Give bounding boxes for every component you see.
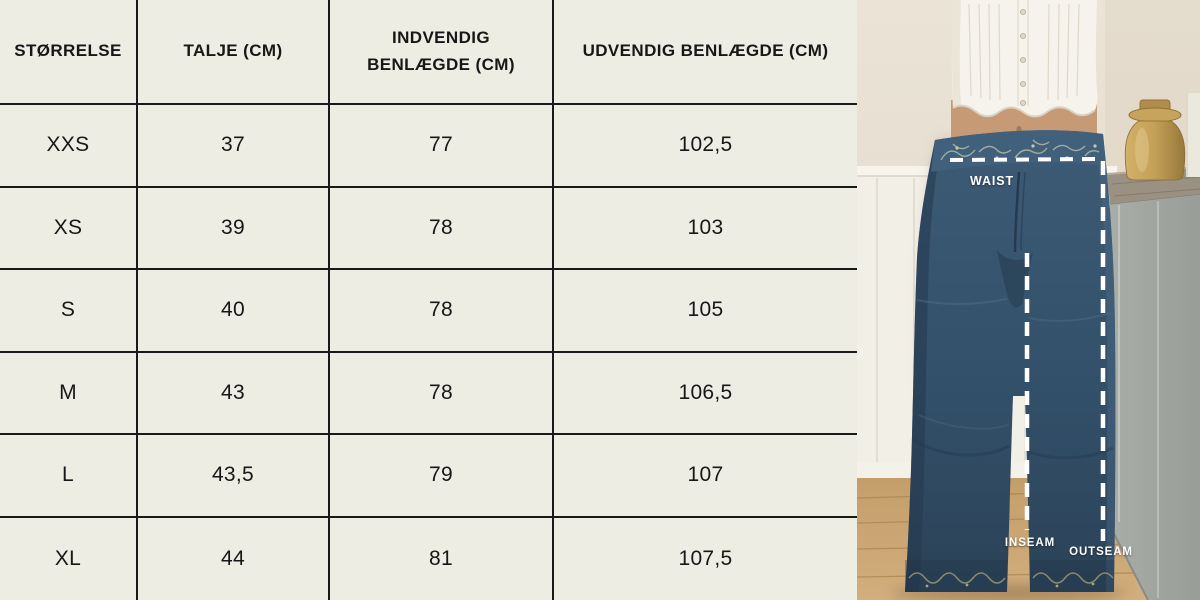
cell-value: 43 (221, 380, 245, 404)
cell-value: 39 (221, 215, 245, 239)
cell-value: 107,5 (678, 546, 733, 570)
cell-value: 78 (429, 298, 453, 322)
header-label: TALJE (CM) (183, 41, 283, 61)
white-jar (1186, 93, 1200, 177)
inseam-cell: 81 (330, 517, 554, 600)
waist-cell: 44 (138, 517, 330, 600)
cell-value: 81 (429, 546, 453, 570)
cell-value: 37 (221, 133, 245, 157)
outseam-cell: 106,5 (554, 353, 857, 435)
cell-value: 78 (429, 215, 453, 239)
size-cell: XS (0, 187, 138, 270)
cell-value: 102,5 (678, 133, 733, 157)
outseam-cell: 107 (554, 435, 857, 518)
header-cell-size: STØRRELSE (0, 0, 138, 105)
waist-label: WAIST (970, 174, 1015, 188)
cell-value: XXS (46, 133, 90, 157)
cell-value: 78 (429, 380, 453, 404)
cell-value: XL (54, 546, 82, 570)
header-label: INDVENDIG BENLÆGDE (CM) (367, 28, 515, 74)
outseam-cell: 105 (554, 270, 857, 353)
outseam-cell: 102,5 (554, 105, 857, 188)
product-photo-illustration (857, 0, 1200, 600)
inseam-cell: 78 (330, 352, 554, 435)
jeans (905, 130, 1116, 592)
cell-value: 107 (687, 463, 724, 487)
inseam-cell: 79 (330, 435, 554, 518)
cell-value: M (59, 380, 77, 404)
outseam-cell: 103 (554, 188, 857, 270)
header-cell-inseam: INDVENDIG BENLÆGDE (CM) (330, 0, 554, 105)
cell-value: S (60, 298, 76, 322)
size-cell: M (0, 352, 138, 435)
cell-value: L (62, 463, 74, 487)
ceramic-jar (1124, 99, 1186, 181)
cell-value: 106,5 (678, 380, 733, 404)
inseam-cell: 78 (330, 187, 554, 270)
size-cell: L (0, 435, 138, 518)
cell-value: 40 (221, 298, 245, 322)
size-cell: XL (0, 517, 138, 600)
outseam-cell: 107,5 (554, 518, 857, 600)
header-label: UDVENDIG BENLÆGDE (CM) (582, 41, 829, 61)
inseam-label: INSEAM (1004, 537, 1056, 549)
white-top (951, 0, 1098, 118)
waist-cell: 43,5 (138, 435, 330, 518)
outseam-label: OUTSEAM (1069, 546, 1133, 558)
measurement-lines (949, 157, 1106, 541)
cabinet (1109, 191, 1200, 600)
header-cell-waist: TALJE (CM) (138, 0, 330, 105)
header-cell-outseam: UDVENDIG BENLÆGDE (CM) (554, 0, 857, 105)
inseam-cell: 78 (330, 270, 554, 353)
size-cell: XXS (0, 105, 138, 188)
header-label: STØRRELSE (14, 41, 122, 61)
cell-value: 79 (429, 463, 453, 487)
cell-value: XS (53, 215, 83, 239)
waist-cell: 43 (138, 352, 330, 435)
product-photo: WAIST INSEAM OUTSEAM (857, 0, 1200, 600)
cell-value: 43,5 (211, 463, 255, 487)
waist-cell: 40 (138, 270, 330, 353)
waist-line (949, 157, 1102, 162)
cell-value: 105 (687, 298, 724, 322)
cell-value: 103 (687, 215, 724, 239)
waist-cell: 37 (138, 105, 330, 188)
cell-value: 77 (429, 133, 453, 157)
inseam-cell: 77 (330, 105, 554, 188)
size-cell: S (0, 270, 138, 353)
waist-cell: 39 (138, 187, 330, 270)
embroidered-hem (908, 572, 1114, 584)
cell-value: 44 (221, 546, 245, 570)
size-table: STØRRELSE TALJE (CM) INDVENDIG BENLÆGDE … (0, 0, 857, 600)
